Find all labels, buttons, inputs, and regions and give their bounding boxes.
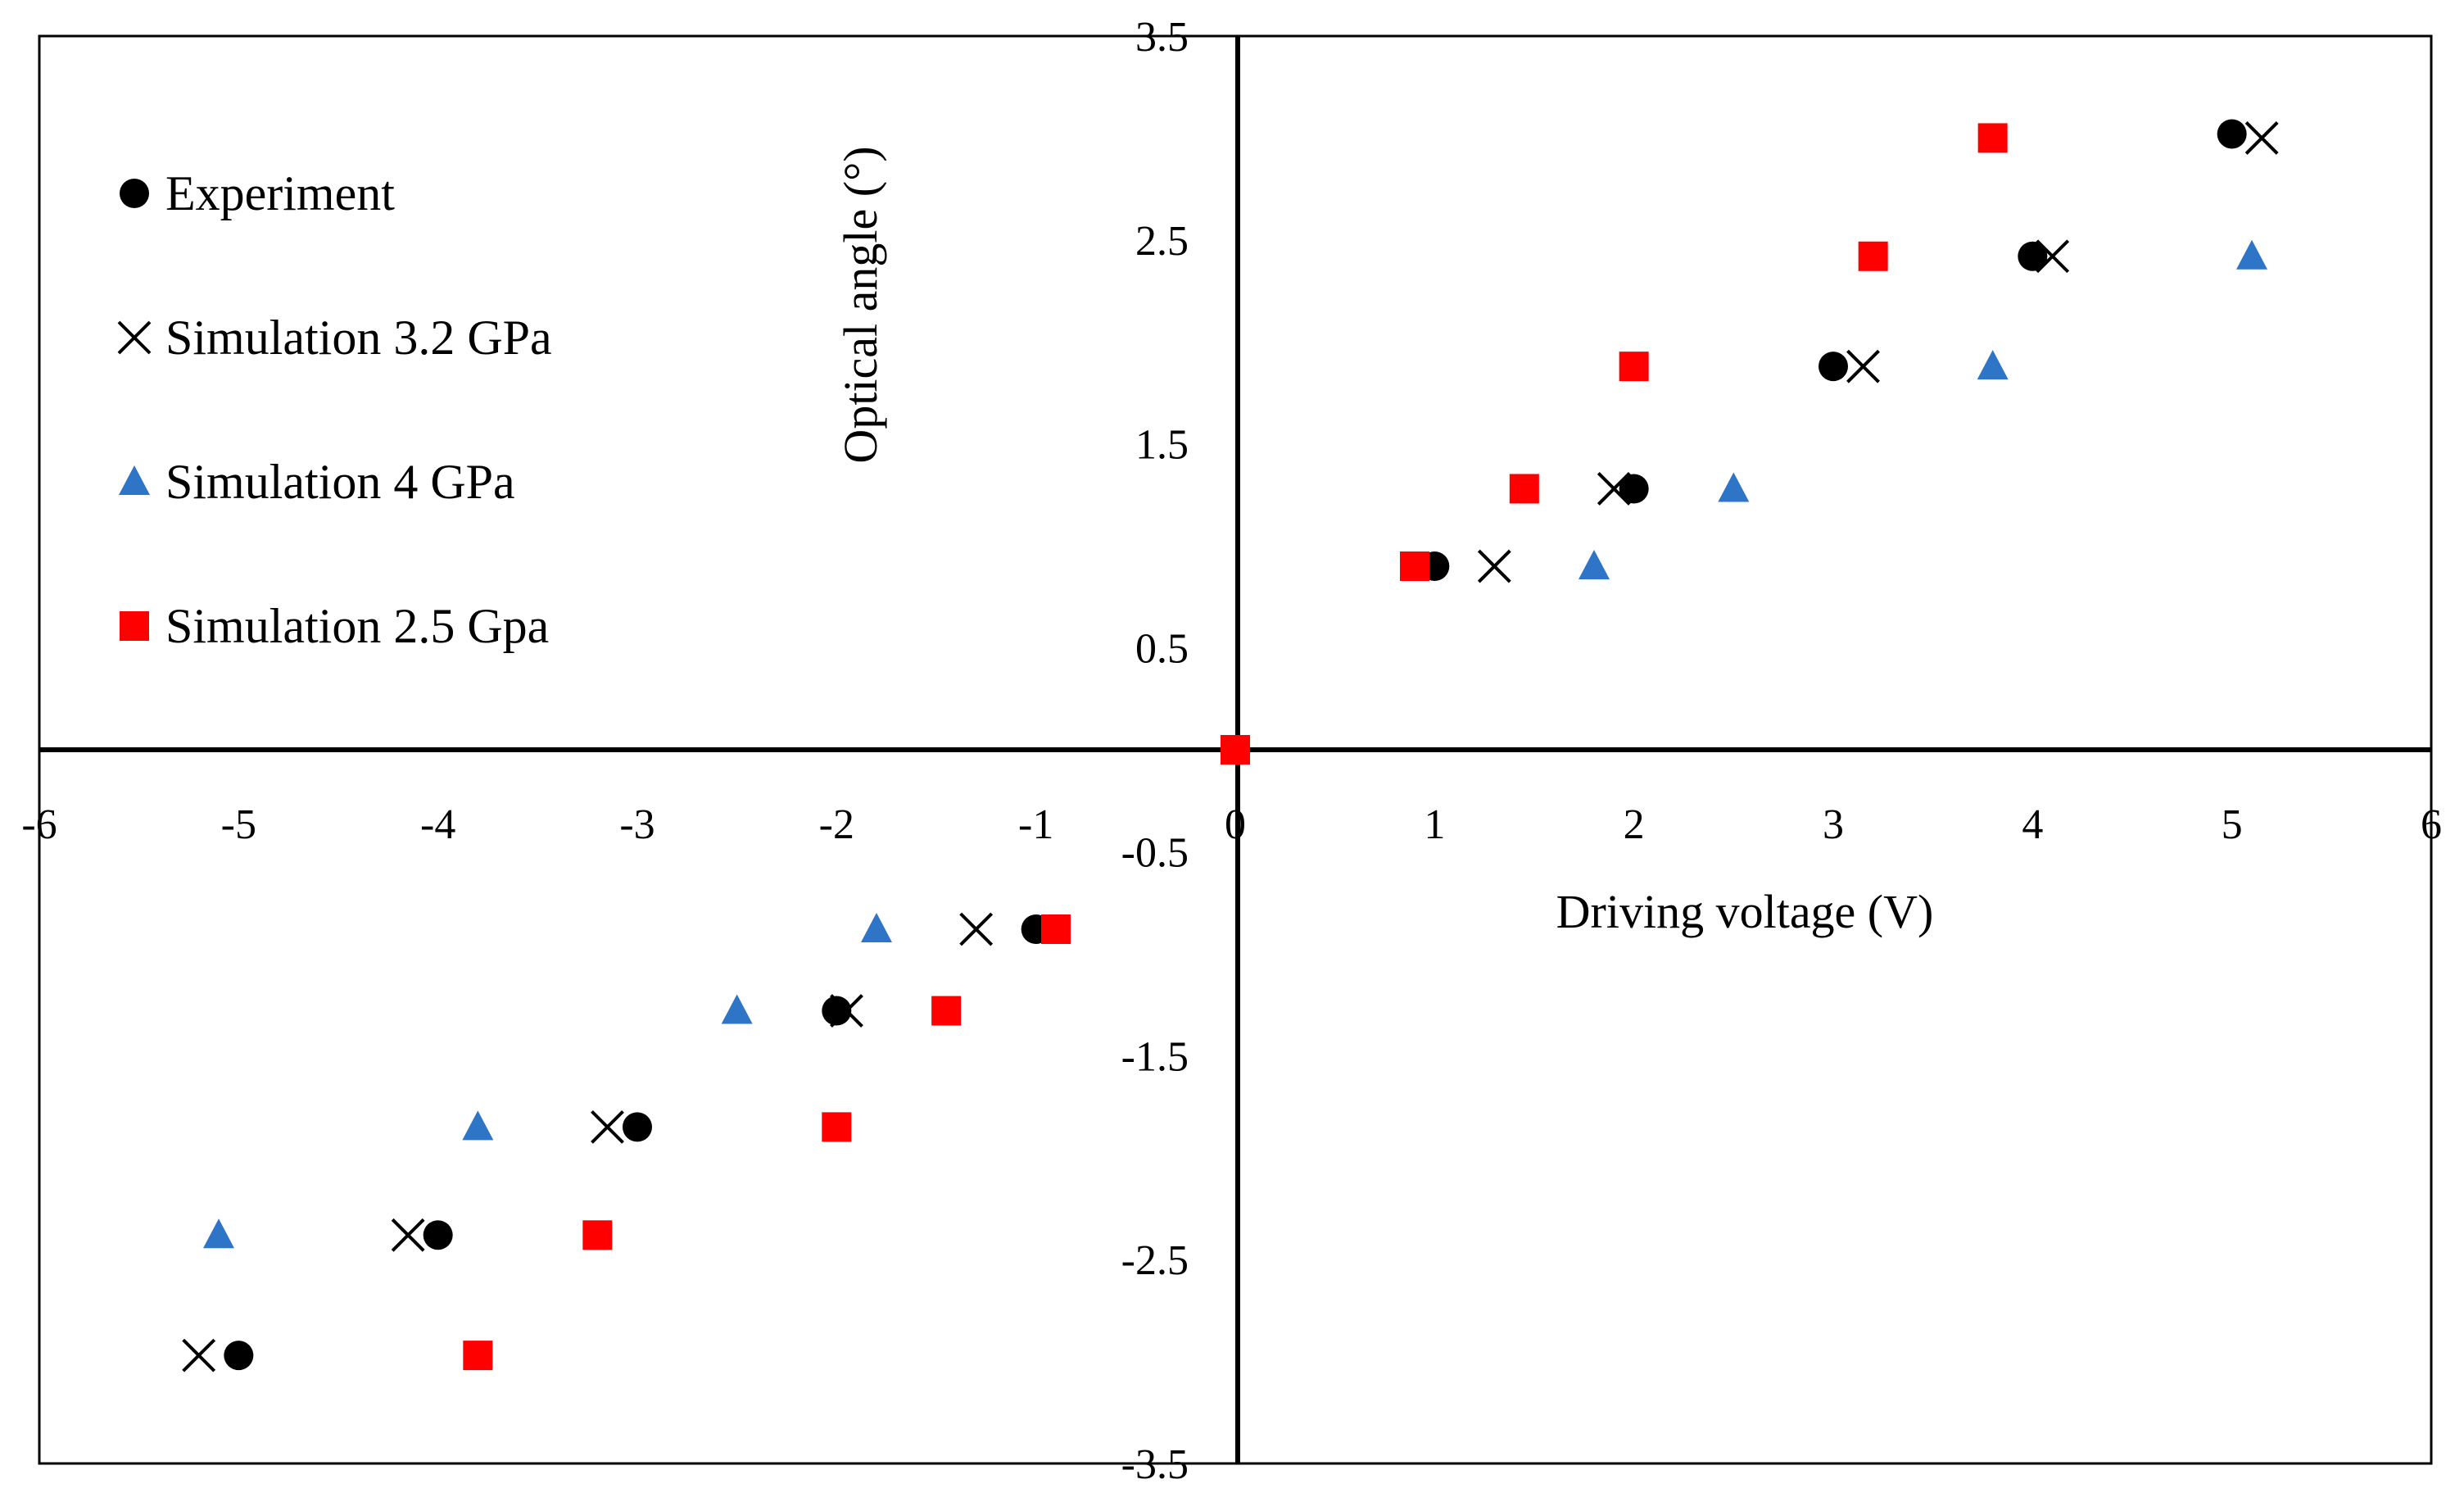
x-point (591, 1109, 624, 1144)
triangle-point (721, 994, 753, 1024)
triangle-point (462, 1110, 494, 1141)
x-tick-label: -3 (619, 801, 654, 848)
square-point (1400, 551, 1429, 582)
y-tick-label: 1.5 (1135, 422, 1189, 469)
x-tick-label: 0 (1225, 801, 1246, 848)
square-point (1858, 241, 1888, 271)
x-point (1846, 349, 1880, 383)
legend-x-marker (117, 320, 152, 355)
x-point (182, 1338, 216, 1373)
square-point (931, 996, 962, 1026)
y-axis-label: Optical angle (°) (834, 146, 887, 463)
square-point (1509, 474, 1539, 504)
circle-point (423, 1220, 453, 1250)
square-point (1221, 735, 1250, 765)
circle-point (822, 996, 852, 1026)
data-points (182, 119, 2279, 1373)
x-tick-label: -6 (21, 801, 57, 848)
square-point (1041, 914, 1071, 944)
x-tick-label: -1 (1018, 801, 1053, 848)
series-square-points (463, 123, 2008, 1371)
square-point (822, 1112, 852, 1142)
x-tick-label: 6 (2421, 801, 2442, 848)
triangle-point (1718, 472, 1750, 502)
circle-point (623, 1112, 652, 1142)
y-tick-label: -3.5 (1121, 1441, 1189, 1488)
square-point (1619, 352, 1649, 382)
x-point (1477, 549, 1511, 583)
legend-label: Simulation 3.2 GPa (165, 311, 552, 365)
x-tick-labels: -6 -5 -4 -3 -2 -1 0 1 2 3 4 5 6 (21, 801, 2442, 848)
y-tick-label: 2.5 (1135, 218, 1189, 265)
y-tick-label: 0.5 (1135, 626, 1189, 673)
circle-point (1819, 352, 1848, 382)
x-axis-label: Driving voltage (V) (1556, 885, 1934, 938)
legend-circle-marker (120, 179, 149, 208)
legend-label: Simulation 2.5 Gpa (165, 599, 549, 653)
triangle-point (861, 912, 892, 942)
x-tick-label: 5 (2222, 801, 2243, 848)
circle-point (2217, 119, 2247, 149)
x-tick-label: 3 (1823, 801, 1844, 848)
x-point (2244, 121, 2279, 155)
triangle-point (1977, 350, 2009, 380)
legend-label: Simulation 4 GPa (165, 455, 515, 509)
y-tick-labels: 3.5 2.5 1.5 0.5 -0.5 -1.5 -2.5 -3.5 (1121, 14, 1189, 1488)
y-tick-label: -2.5 (1121, 1237, 1189, 1284)
series-triangle-points (203, 239, 2267, 1249)
square-point (463, 1341, 493, 1371)
y-tick-label: -1.5 (1121, 1033, 1189, 1080)
triangle-point (1578, 550, 1610, 580)
circle-point (1619, 474, 1649, 504)
legend-triangle-marker (119, 465, 150, 495)
legend-entry: Simulation 2.5 Gpa (120, 599, 549, 653)
triangle-point (2236, 239, 2267, 270)
x-point (959, 912, 994, 946)
x-tick-label: 1 (1424, 801, 1445, 848)
x-point (391, 1218, 425, 1252)
x-tick-label: -5 (221, 801, 256, 848)
legend-label: Experiment (165, 166, 395, 220)
circle-point (224, 1341, 254, 1371)
legend-entry: Simulation 3.2 GPa (117, 311, 552, 365)
x-tick-label: -2 (819, 801, 854, 848)
x-tick-label: -4 (420, 801, 455, 848)
y-tick-label: 3.5 (1135, 14, 1189, 61)
y-tick-label: -0.5 (1121, 829, 1189, 876)
x-tick-label: 2 (1624, 801, 1645, 848)
legend: Experiment Simulation 3.2 GPa Simulation 4… (117, 166, 552, 653)
square-point (1977, 123, 2008, 153)
legend-entry: Simulation 4 GPa (119, 455, 515, 509)
triangle-point (203, 1218, 234, 1249)
legend-entry: Experiment (120, 166, 395, 220)
x-tick-label: 4 (2022, 801, 2043, 848)
square-point (582, 1220, 613, 1250)
circle-point (2018, 241, 2048, 271)
legend-square-marker (120, 611, 149, 641)
